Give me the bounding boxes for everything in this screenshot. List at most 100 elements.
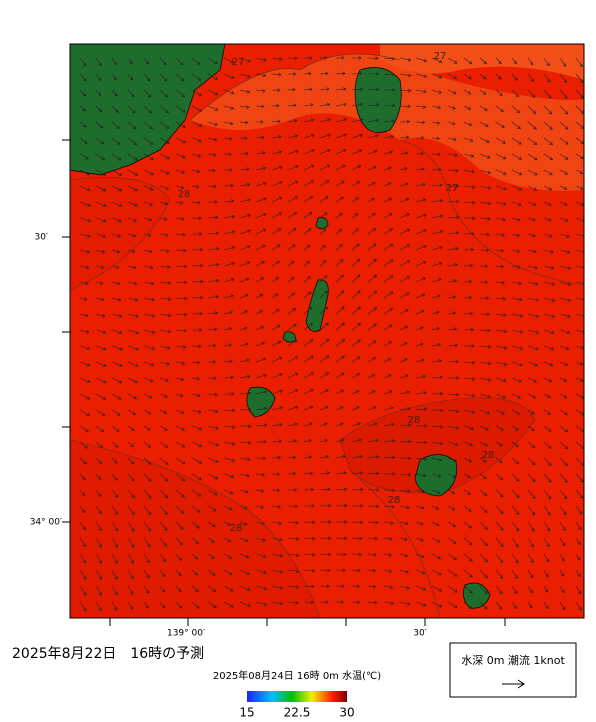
arrow [159, 601, 166, 609]
arrow [575, 249, 584, 254]
arrow [95, 233, 106, 238]
arrow [479, 377, 492, 382]
arrow [399, 135, 410, 140]
arrow [559, 313, 571, 318]
arrow [575, 601, 582, 611]
arrow [335, 552, 347, 557]
arrow [399, 358, 408, 363]
arrow [319, 275, 328, 283]
arrow [303, 552, 316, 557]
arrow [207, 200, 218, 204]
arrow [143, 537, 151, 548]
arrow [191, 89, 202, 97]
arrow [143, 313, 156, 318]
arrow [559, 361, 569, 366]
arrow [95, 137, 105, 145]
arrow [111, 217, 122, 223]
arrow [399, 197, 410, 203]
arrow [543, 153, 553, 161]
arrow [304, 504, 315, 508]
arrow [175, 89, 186, 97]
arrow [352, 56, 362, 60]
arrow [191, 137, 202, 143]
arrow [223, 553, 232, 559]
arrow [495, 441, 503, 447]
arrow [143, 585, 150, 594]
arrow [111, 233, 122, 238]
arrow [191, 489, 202, 497]
arrow [559, 553, 565, 562]
arrow [287, 600, 299, 605]
contour-label: 28 [178, 189, 191, 200]
arrow [79, 425, 89, 433]
arrow [479, 153, 491, 159]
arrow [511, 569, 518, 579]
arrow [303, 487, 315, 492]
arrow [191, 153, 202, 158]
arrow [223, 585, 234, 592]
arrow [559, 569, 564, 577]
arrow [559, 585, 565, 594]
arrow [399, 472, 412, 477]
arrow [543, 457, 552, 466]
arrow [79, 473, 86, 481]
arrow [335, 164, 346, 171]
arrow [415, 57, 428, 63]
arrow [223, 521, 232, 526]
arrow [527, 185, 538, 191]
arrow [415, 342, 424, 347]
arrow [111, 505, 119, 515]
arrow [303, 455, 312, 459]
arrow [495, 521, 504, 531]
arrow [159, 345, 171, 350]
arrow [79, 185, 91, 191]
arrow [127, 585, 134, 595]
arrow [303, 244, 311, 251]
colorbar-tick-label: 15 [239, 706, 254, 720]
arrow [383, 243, 394, 251]
arrow [383, 505, 395, 509]
arrow [79, 441, 88, 449]
arrow [143, 569, 150, 579]
arrow [479, 89, 487, 95]
arrow [319, 503, 332, 508]
arrow [255, 120, 264, 124]
arrow [319, 471, 330, 475]
arrow [447, 376, 460, 380]
arrow [383, 455, 396, 460]
arrow [415, 73, 428, 78]
arrow [415, 198, 427, 203]
arrow [255, 569, 267, 575]
arrow [191, 247, 204, 252]
arrow [351, 339, 361, 347]
arrow [271, 340, 282, 347]
arrow [127, 569, 134, 580]
arrow [351, 406, 360, 411]
arrow [383, 406, 394, 411]
arrow [255, 293, 264, 299]
arrow [207, 553, 215, 559]
arrow [495, 329, 508, 334]
arrow [143, 233, 152, 237]
arrow [192, 328, 203, 332]
arrow [575, 297, 584, 302]
arrow [223, 343, 232, 347]
arrow [255, 423, 268, 428]
arrow [495, 217, 506, 222]
arrow [207, 521, 216, 528]
arrow [191, 393, 201, 397]
arrow [271, 472, 281, 476]
arrow [255, 440, 267, 444]
arrow [79, 393, 91, 400]
arrow [575, 281, 584, 286]
arrow [239, 601, 251, 607]
arrow [223, 537, 232, 542]
arrow [287, 520, 299, 525]
arrow [367, 72, 380, 76]
arrow [431, 473, 442, 478]
arrow [287, 165, 299, 171]
arrow [575, 377, 584, 382]
arrow [303, 355, 314, 363]
arrow [527, 313, 540, 318]
arrow [287, 134, 299, 139]
